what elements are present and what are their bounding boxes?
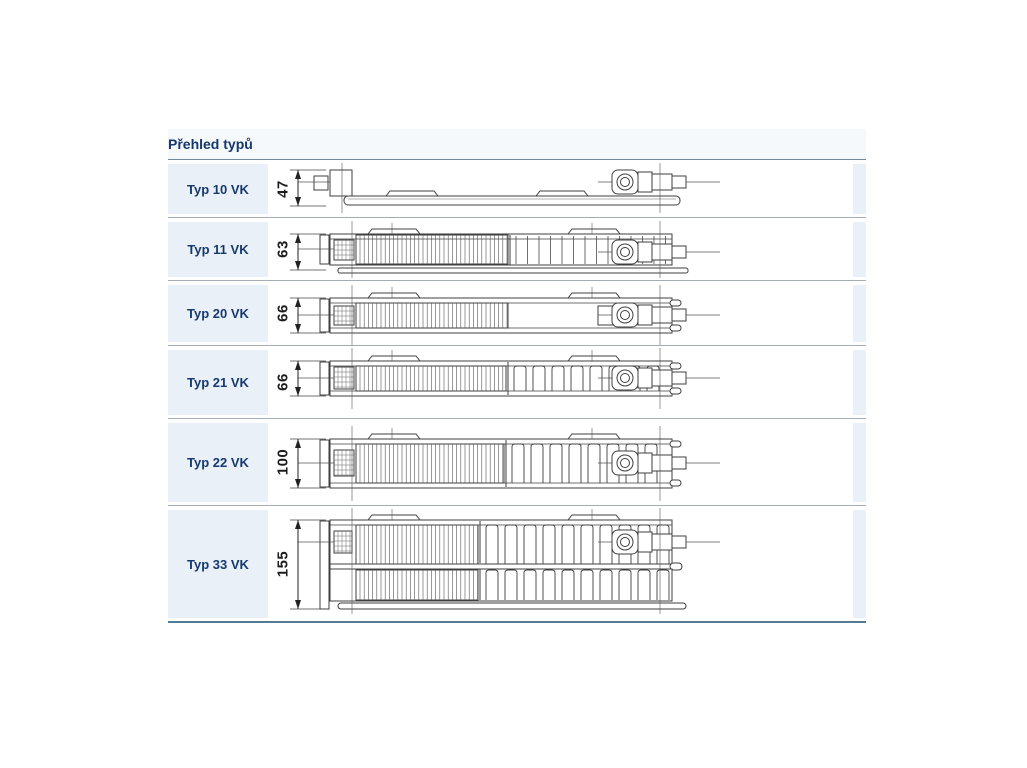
radiator-diagram (290, 163, 720, 213)
radiator-drawing-cell: 100 (268, 419, 853, 505)
radiator-diagram (290, 426, 720, 501)
radiator-drawing-cell: 47 (268, 160, 853, 217)
radiator-diagram (290, 508, 720, 614)
panel-title: Přehled typů (168, 129, 866, 160)
radiator-drawing-cell: 66 (268, 346, 853, 418)
table-row-typ11: Typ 11 VK 63 (168, 217, 866, 280)
row-right-strip (853, 164, 866, 214)
type-label: Typ 21 VK (187, 375, 249, 390)
type-label-cell: Typ 10 VK (168, 164, 268, 214)
table-row-typ20: Typ 20 VK 66 (168, 280, 866, 346)
type-label-cell: Typ 22 VK (168, 423, 268, 502)
row-right-strip (853, 350, 866, 415)
type-label: Typ 20 VK (187, 306, 249, 321)
radiator-drawing-cell: 66 (268, 281, 853, 346)
type-label: Typ 22 VK (187, 455, 249, 470)
table-row-typ22: Typ 22 VK 100 (168, 418, 866, 505)
table-row-typ33: Typ 33 VK 155 (168, 505, 866, 621)
row-right-strip (853, 510, 866, 618)
row-right-strip (853, 285, 866, 342)
type-label-cell: Typ 33 VK (168, 510, 268, 618)
radiator-diagram (290, 285, 720, 346)
type-table: Typ 10 VK 47 Typ 11 VK 63 Typ 20 VK (168, 160, 866, 623)
row-right-strip (853, 423, 866, 502)
radiator-type-overview-panel: Přehled typů Typ 10 VK 47 Typ 11 VK 63 (168, 129, 866, 623)
type-label-cell: Typ 21 VK (168, 350, 268, 415)
type-label-cell: Typ 11 VK (168, 222, 268, 277)
type-label: Typ 11 VK (187, 242, 249, 257)
table-row-typ10: Typ 10 VK 47 (168, 160, 866, 217)
type-label-cell: Typ 20 VK (168, 285, 268, 342)
row-right-strip (853, 222, 866, 277)
type-label: Typ 33 VK (187, 556, 249, 572)
table-row-typ21: Typ 21 VK 66 (168, 345, 866, 418)
radiator-drawing-cell: 155 (268, 506, 853, 621)
radiator-diagram (290, 348, 720, 409)
radiator-diagram (290, 221, 720, 278)
type-label: Typ 10 VK (187, 181, 249, 197)
radiator-drawing-cell: 63 (268, 218, 853, 280)
